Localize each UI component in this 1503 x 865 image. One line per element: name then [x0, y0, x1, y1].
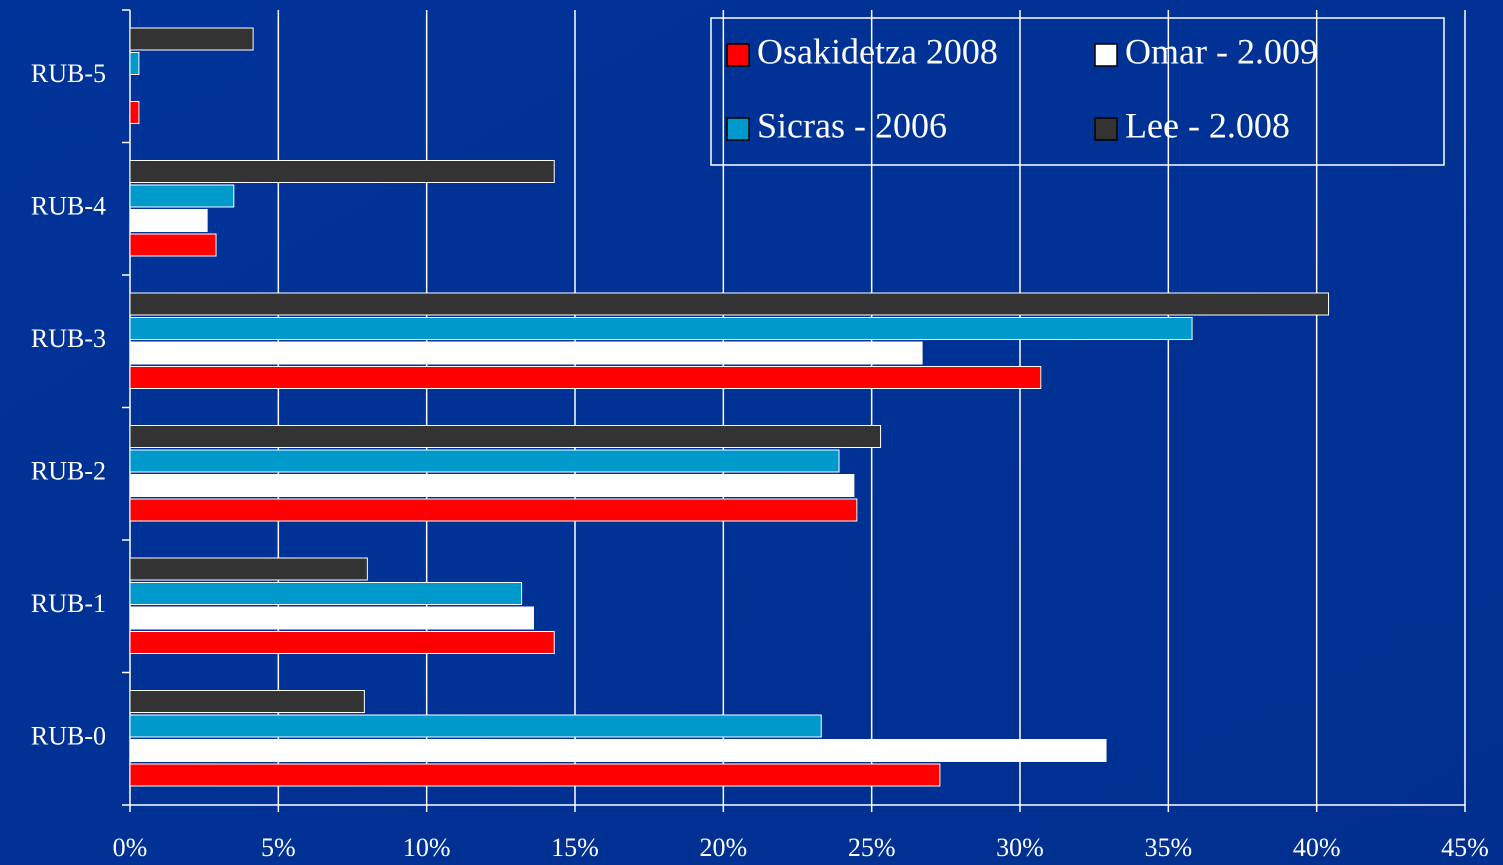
legend-label: Omar - 2.009 [1125, 31, 1318, 71]
bar [129, 209, 208, 232]
y-tick-label: RUB-3 [31, 324, 106, 353]
legend-label: Osakidetza 2008 [757, 31, 998, 71]
bar [129, 27, 254, 51]
bar [129, 474, 855, 497]
bar [129, 739, 1107, 762]
x-tick-label: 25% [848, 833, 896, 862]
bar [129, 160, 555, 183]
x-tick-label: 0% [113, 833, 148, 862]
bar [129, 425, 882, 448]
bar [129, 366, 1042, 389]
bar [129, 341, 923, 365]
bar [129, 449, 840, 473]
legend-label: Sicras - 2006 [757, 105, 947, 145]
bar [129, 606, 534, 630]
bar [129, 52, 140, 75]
bar [129, 498, 858, 522]
legend-swatch [726, 117, 750, 141]
x-tick-label: 45% [1441, 833, 1489, 862]
bar [129, 714, 822, 738]
bar [129, 101, 140, 124]
y-tick-label: RUB-4 [31, 192, 106, 221]
y-tick-label: RUB-1 [31, 589, 106, 618]
legend-label: Lee - 2.008 [1125, 105, 1290, 145]
x-tick-label: 15% [551, 833, 599, 862]
x-tick-label: 10% [403, 833, 451, 862]
y-tick-label: RUB-2 [31, 457, 106, 486]
y-tick-label: RUB-5 [31, 59, 106, 88]
x-tick-label: 30% [996, 833, 1044, 862]
bar [129, 184, 235, 208]
legend-swatch [1094, 43, 1118, 67]
bar [129, 631, 555, 654]
x-tick-label: 40% [1293, 833, 1341, 862]
bar [129, 690, 365, 713]
bar [129, 557, 368, 581]
legend-box [710, 17, 1445, 166]
legend-swatch [1094, 117, 1118, 141]
bar [129, 233, 217, 257]
x-tick-label: 35% [1144, 833, 1192, 862]
x-tick-label: 5% [261, 833, 296, 862]
legend-swatch [726, 43, 750, 67]
x-tick-label: 20% [699, 833, 747, 862]
bar [129, 292, 1330, 316]
bar [129, 582, 523, 605]
bar [129, 317, 1193, 340]
bar [129, 763, 941, 787]
y-tick-label: RUB-0 [31, 722, 106, 751]
